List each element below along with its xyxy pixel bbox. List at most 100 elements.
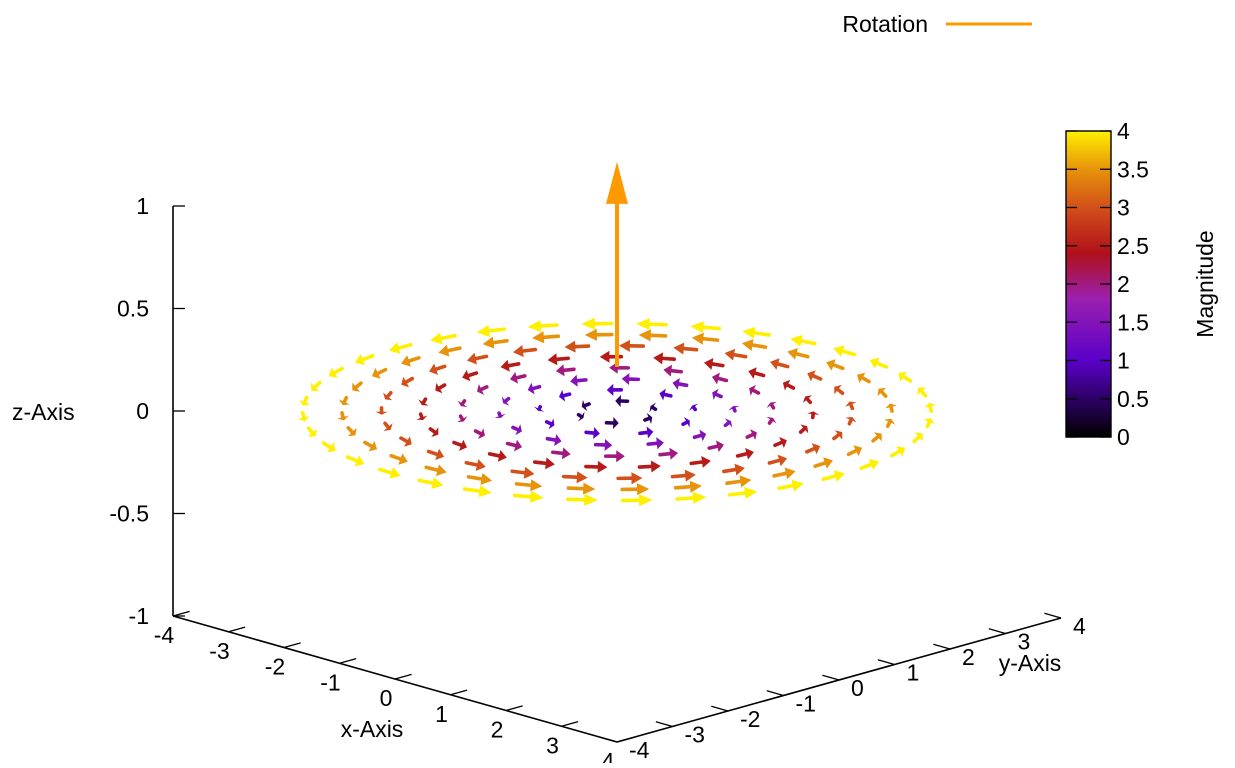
arrow-head — [647, 426, 654, 438]
vector-arrow — [457, 416, 467, 422]
arrow-shaft — [753, 390, 758, 393]
arrow-shaft — [423, 399, 425, 402]
arrow-shaft — [778, 364, 788, 367]
vector-arrow — [462, 370, 476, 381]
vector-arrow — [401, 436, 412, 446]
vector-arrow — [803, 395, 812, 403]
arrow-head — [672, 378, 679, 390]
arrow-shaft — [873, 437, 878, 441]
arrow-shaft — [738, 454, 747, 456]
arrow-shaft — [391, 456, 400, 459]
colorbar-tick-label: 3.5 — [1117, 156, 1149, 182]
y-tick-label: -3 — [685, 722, 705, 748]
arrow-head — [600, 351, 610, 363]
y-tick-label: 0 — [851, 675, 864, 701]
arrow-shaft — [469, 477, 482, 479]
arrow-head — [619, 340, 630, 352]
vector-arrow — [429, 363, 445, 374]
arrow-head — [545, 457, 555, 469]
vector-arrow — [885, 404, 897, 412]
arrow-shaft — [672, 476, 685, 477]
y-tick — [989, 629, 1006, 634]
vector-arrow — [747, 429, 757, 440]
vector-arrow — [401, 377, 412, 387]
arrow-head — [653, 352, 663, 364]
vector-arrow — [559, 390, 570, 402]
arrow-head — [562, 447, 571, 459]
vector-arrow — [490, 450, 507, 462]
vector-arrow — [556, 364, 574, 376]
vector-arrow — [365, 441, 377, 451]
arrow-shaft — [703, 339, 717, 340]
arrow-shaft — [454, 443, 461, 446]
rotation-arrowhead — [606, 162, 628, 204]
vector-arrow — [419, 477, 443, 489]
vector-arrow — [672, 378, 686, 390]
vector-arrow — [648, 437, 664, 449]
vector-arrow — [800, 424, 808, 433]
vector-arrow — [618, 472, 642, 484]
vector-arrow — [770, 358, 788, 370]
colorbar-tick-label: 4 — [1117, 118, 1130, 144]
vector-arrow — [429, 449, 445, 460]
vector-arrow — [477, 384, 487, 395]
arrow-shaft — [703, 327, 719, 328]
arrow-shaft — [648, 443, 657, 444]
vector-arrow — [418, 399, 428, 405]
arrow-head — [613, 417, 619, 429]
arrow-shaft — [378, 370, 385, 374]
vector-arrow — [622, 483, 649, 495]
arrow-shaft — [770, 420, 772, 423]
arrow-shaft — [797, 354, 808, 357]
arrow-shaft — [862, 378, 869, 382]
vector-arrow — [582, 400, 589, 411]
vector-arrow — [815, 457, 833, 468]
vector-arrow — [689, 404, 699, 411]
vector-arrow — [615, 395, 627, 407]
arrow-head — [690, 481, 702, 493]
vector-arrow — [348, 428, 357, 436]
arrow-head — [570, 375, 578, 387]
arrow-shaft — [650, 324, 666, 325]
arrow-shaft — [772, 405, 774, 408]
vector-arrow — [495, 413, 506, 418]
arrow-shaft — [691, 462, 702, 463]
arrow-shaft — [807, 399, 810, 402]
arrow-shaft — [849, 451, 856, 455]
arrow-shaft — [363, 356, 373, 360]
arrow-shaft — [308, 428, 312, 433]
arrow-head — [565, 341, 576, 353]
vector-arrow — [690, 321, 719, 333]
arrow-shaft — [513, 427, 518, 429]
arrow-head — [598, 461, 608, 473]
vector-arrow — [535, 457, 555, 469]
vector-arrow — [476, 428, 485, 439]
vector-arrow — [677, 492, 706, 504]
vector-arrow — [873, 432, 882, 441]
vector-arrow — [898, 372, 910, 382]
vector-arrow — [619, 340, 643, 352]
vector-arrow — [870, 358, 887, 369]
vector-arrow — [787, 348, 807, 360]
vector-arrow — [639, 329, 666, 341]
arrow-shaft — [494, 341, 507, 343]
z-tick-label: -1 — [129, 603, 149, 629]
vector-arrow — [857, 373, 869, 383]
arrow-head — [477, 325, 490, 337]
arrow-head — [530, 479, 542, 491]
vector-arrow — [534, 406, 545, 411]
vector-arrow — [730, 487, 758, 499]
vector-arrow — [742, 327, 769, 339]
arrow-shaft — [922, 391, 926, 396]
arrow-head — [685, 470, 696, 482]
x-tick — [451, 690, 468, 695]
z-tick-label: 1 — [136, 193, 149, 219]
arrow-head — [742, 327, 755, 339]
arrow-head — [476, 459, 486, 471]
x-tick-label: 4 — [602, 748, 615, 763]
arrow-shaft — [653, 407, 656, 409]
arrow-head — [479, 485, 492, 497]
vector-arrow — [508, 440, 522, 452]
arrow-shaft — [342, 413, 343, 417]
